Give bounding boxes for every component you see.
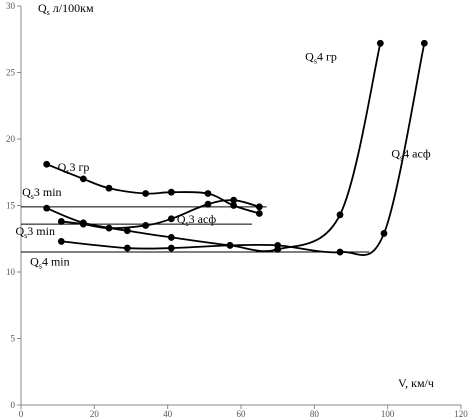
x-tick-label: 0: [19, 409, 24, 419]
data-point: [167, 215, 175, 223]
reference-line-label: Qs3 min: [16, 224, 55, 240]
y-tick-label: 30: [6, 1, 16, 11]
y-tick-label: 15: [6, 201, 16, 211]
data-point: [226, 242, 234, 249]
data-point: [123, 227, 131, 235]
series-label: Qs4 гр: [305, 50, 337, 66]
data-point: [79, 175, 87, 183]
series-line: [61, 43, 426, 256]
data-point: [274, 242, 282, 249]
series-points: [43, 39, 428, 256]
data-point: [230, 202, 238, 209]
axes: [17, 5, 462, 409]
y-tick-label: 10: [6, 267, 16, 277]
x-tick-label: 80: [310, 409, 320, 419]
data-point: [336, 211, 344, 219]
x-tick-label: 120: [454, 409, 468, 419]
series-label: Qs3 асф: [177, 212, 217, 228]
data-point: [204, 200, 212, 208]
x-tick-label: 40: [163, 409, 173, 419]
data-point: [255, 210, 263, 217]
series-label: Qs4 асф: [391, 147, 431, 163]
series-lines: [46, 43, 426, 256]
x-tick-label: 20: [90, 409, 100, 419]
data-point: [57, 218, 65, 225]
data-point: [230, 196, 238, 204]
data-point: [420, 39, 428, 47]
data-point: [105, 224, 113, 232]
y-tick-label: 5: [11, 334, 16, 344]
x-axis-label: V, км/ч: [398, 376, 434, 390]
data-point: [167, 234, 175, 241]
reference-line-label: Qs3 min: [22, 185, 61, 201]
data-point: [167, 188, 175, 196]
y-axis-label: Qs л/100км: [38, 1, 94, 17]
data-point: [376, 39, 384, 47]
data-point: [43, 204, 51, 212]
y-tick-label: 25: [6, 68, 16, 78]
x-tick-label: 100: [381, 409, 395, 419]
data-point: [57, 238, 65, 245]
x-tick-label: 60: [237, 409, 247, 419]
data-point: [142, 222, 150, 229]
data-point: [123, 244, 131, 252]
series-label: Qs3 гр: [58, 160, 90, 176]
data-point: [79, 219, 87, 227]
data-point: [255, 203, 263, 211]
data-point: [43, 160, 51, 168]
data-point: [167, 244, 175, 252]
series-labels: Qs3 min Qs3 min Qs4 min Qs3 гр Qs3 асф Qs4 гр…: [16, 50, 431, 271]
tick-labels: 0 20 40 60 80 100 120 0 5 10 15 20 25 30: [6, 1, 468, 419]
y-tick-label: 20: [6, 134, 16, 144]
data-point: [204, 190, 212, 197]
y-tick-label: 0: [11, 400, 16, 410]
data-point: [105, 184, 113, 192]
reference-line-label: Qs4 min: [30, 254, 69, 270]
data-point: [142, 190, 150, 197]
data-point: [380, 230, 388, 237]
data-point: [336, 248, 344, 256]
